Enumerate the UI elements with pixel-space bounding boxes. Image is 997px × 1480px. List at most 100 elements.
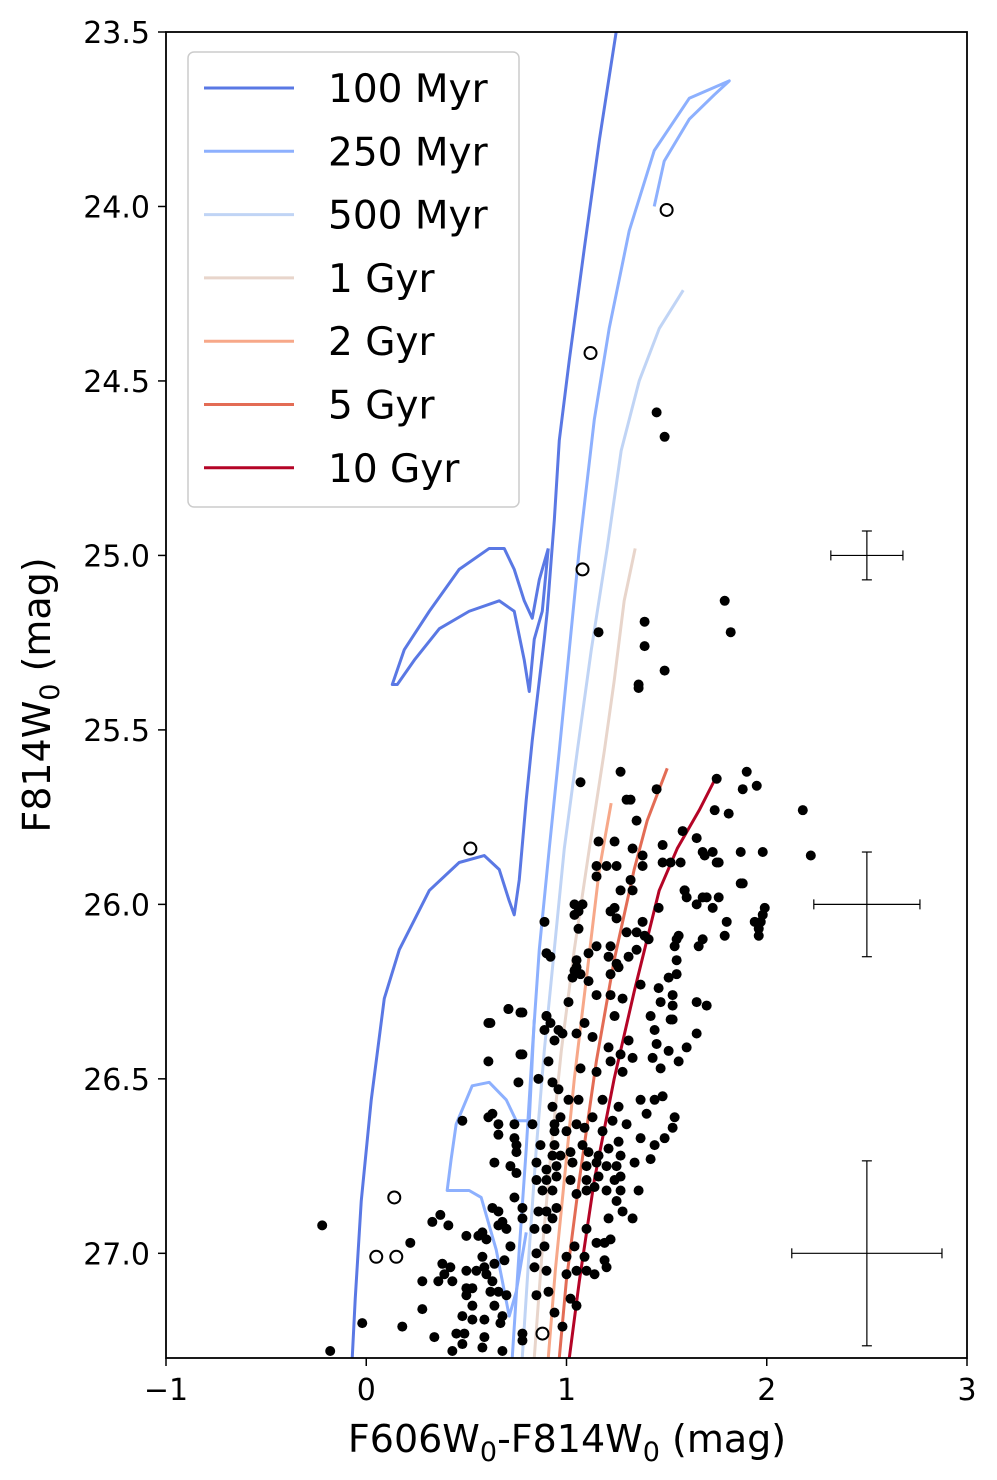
- y-tick-label: 23.5: [83, 16, 150, 51]
- star-point: [625, 794, 636, 805]
- star-point: [531, 1175, 542, 1186]
- star-point: [571, 1265, 582, 1276]
- star-point: [609, 1175, 620, 1186]
- star-point: [579, 1251, 590, 1262]
- star-point: [551, 1161, 562, 1172]
- star-point: [571, 1188, 582, 1199]
- y-label-main: F814W: [15, 701, 59, 833]
- star-point: [603, 1213, 614, 1224]
- star-point: [719, 930, 730, 941]
- star-point: [593, 627, 604, 638]
- star-point: [749, 916, 760, 927]
- star-point: [653, 902, 664, 913]
- star-point: [461, 1230, 472, 1241]
- star-point: [505, 1161, 516, 1172]
- star-point: [473, 1230, 484, 1241]
- star-point: [417, 1276, 428, 1287]
- star-point: [479, 1332, 490, 1343]
- star-point: [551, 1202, 562, 1213]
- star-point: [757, 847, 768, 858]
- star-point: [615, 1185, 626, 1196]
- star-point: [571, 1028, 582, 1039]
- star-point: [611, 913, 622, 924]
- star-point: [551, 1171, 562, 1182]
- star-point: [663, 1045, 674, 1056]
- star-point: [663, 972, 674, 983]
- legend-label: 2 Gyr: [328, 320, 436, 365]
- isochrone-line-500-myr: [520, 289, 685, 1358]
- star-point: [601, 1262, 612, 1273]
- star-point: [493, 1220, 504, 1231]
- star-point: [527, 1119, 538, 1130]
- star-point: [659, 665, 670, 676]
- star-point: [489, 1258, 500, 1269]
- star-point: [659, 1133, 670, 1144]
- star-point: [615, 885, 626, 896]
- star-point: [613, 1101, 624, 1112]
- star-point: [669, 1112, 680, 1123]
- star-point-open: [463, 841, 478, 856]
- star-point: [691, 833, 702, 844]
- star-point: [667, 1000, 678, 1011]
- star-point: [591, 860, 602, 871]
- star-point: [649, 1024, 660, 1035]
- star-point-open: [389, 1249, 404, 1264]
- star-point: [593, 836, 604, 847]
- star-point-open: [387, 1190, 402, 1205]
- x-tick-label: 0: [357, 1373, 376, 1408]
- x-tick-label: −1: [144, 1373, 188, 1408]
- star-point: [589, 1182, 600, 1193]
- star-point: [517, 1213, 528, 1224]
- star-point: [605, 990, 616, 1001]
- star-point: [615, 1049, 626, 1060]
- star-point: [597, 1126, 608, 1137]
- star-point: [571, 1300, 582, 1311]
- star-point: [645, 1154, 656, 1165]
- star-point: [639, 641, 650, 652]
- star-point: [641, 1108, 652, 1119]
- star-point: [621, 927, 632, 938]
- star-point: [517, 1335, 528, 1346]
- y-axis-ticks: 23.5 24.0 24.5 25.0 25.5 26.0 26.5 27.0: [83, 16, 166, 1272]
- star-point: [513, 1077, 524, 1088]
- star-point: [547, 1077, 558, 1088]
- star-point: [713, 857, 724, 868]
- star-point: [691, 1028, 702, 1039]
- star-point: [493, 1206, 504, 1217]
- y-tick-label: 25.0: [83, 539, 150, 574]
- star-point: [581, 1223, 592, 1234]
- star-point: [549, 1140, 560, 1151]
- star-point: [543, 1286, 554, 1297]
- star-point: [535, 1140, 546, 1151]
- star-point: [529, 1223, 540, 1234]
- star-point: [701, 1000, 712, 1011]
- y-tick-label: 25.5: [83, 714, 150, 749]
- star-point: [573, 923, 584, 934]
- star-point: [649, 1094, 660, 1105]
- star-point: [667, 1122, 678, 1133]
- legend-label: 250 Myr: [328, 130, 489, 175]
- star-point: [637, 916, 648, 927]
- star-point: [681, 1042, 692, 1053]
- star-point: [617, 993, 628, 1004]
- star-point: [737, 878, 748, 889]
- star-point: [565, 1293, 576, 1304]
- star-point: [397, 1321, 408, 1332]
- star-point: [605, 1234, 616, 1245]
- x-label-main: F606W: [348, 1417, 480, 1461]
- star-point: [357, 1318, 368, 1329]
- star-point: [673, 1056, 684, 1067]
- star-point: [609, 836, 620, 847]
- star-point: [497, 1346, 508, 1357]
- star-point: [467, 1283, 478, 1294]
- star-point: [461, 1290, 472, 1301]
- star-point: [549, 1119, 560, 1130]
- star-point: [649, 1140, 660, 1151]
- star-point-open: [535, 1326, 550, 1341]
- star-point: [517, 1328, 528, 1339]
- star-point: [537, 1185, 548, 1196]
- star-point: [617, 1206, 628, 1217]
- star-point-open: [369, 1249, 384, 1264]
- star-point: [691, 899, 702, 910]
